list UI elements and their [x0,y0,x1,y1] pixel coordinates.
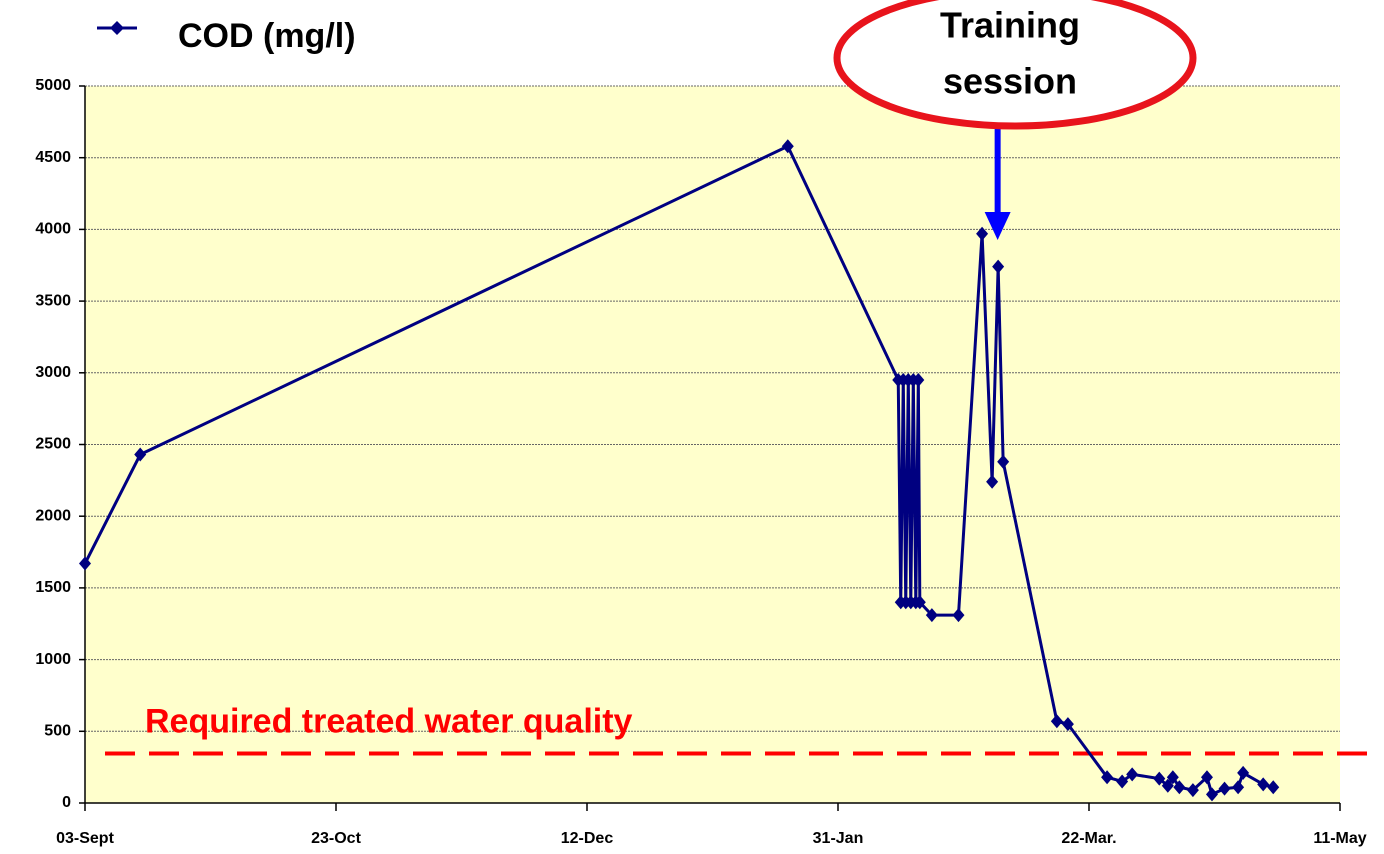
data-point [1116,774,1129,789]
x-tick-label: 22-Mar. [1061,830,1116,847]
legend-marker [110,21,124,35]
data-point [1173,780,1186,795]
x-tick-label: 11-May [1313,830,1366,847]
y-tick-label: 500 [44,723,71,740]
data-point [1267,780,1280,795]
x-tick-label: 23-Oct [311,830,361,847]
annotation-ellipse [833,0,1197,130]
data-point [1237,765,1250,780]
y-tick-label: 1500 [35,579,71,596]
data-point [1050,714,1063,729]
y-tick-label: 3000 [35,364,71,381]
data-point [997,454,1010,469]
y-tick-label: 3500 [35,292,71,309]
data-point [1166,770,1179,785]
y-tick-label: 4000 [35,221,71,238]
data-point [781,139,794,154]
y-tick-label: 0 [62,794,71,811]
data-point [1186,783,1199,798]
x-tick-label: 12-Dec [561,830,614,847]
data-point [952,608,965,623]
x-tick-label: 03-Sept [56,830,114,847]
y-tick-label: 1000 [35,651,71,668]
data-point [1257,777,1270,792]
data-point [1218,781,1231,796]
annotation-arrowhead [984,212,1011,240]
data-point [79,556,91,571]
data-point [1153,771,1166,786]
annotation-text: Training [940,5,1080,46]
data-point [986,474,999,489]
data-point [925,608,938,623]
y-tick-label: 2000 [35,507,71,524]
y-tick-label: 4500 [35,149,71,166]
annotation-text: session [943,61,1077,102]
data-point [1126,767,1139,782]
threshold-label: Required treated water quality [145,703,633,741]
data-point [992,259,1005,274]
data-point [1061,717,1074,732]
y-tick-label: 5000 [35,77,71,94]
data-point [912,372,925,387]
data-point [1161,778,1174,793]
data-point [1232,780,1245,795]
data-point [976,226,989,241]
legend-label: COD (mg/l) [178,17,356,55]
data-point [134,447,147,462]
data-point [1200,770,1213,785]
x-tick-label: 31-Jan [813,830,864,847]
data-point [1101,770,1114,785]
y-tick-label: 2500 [35,436,71,453]
data-point [1205,787,1218,802]
data-point [913,595,926,610]
